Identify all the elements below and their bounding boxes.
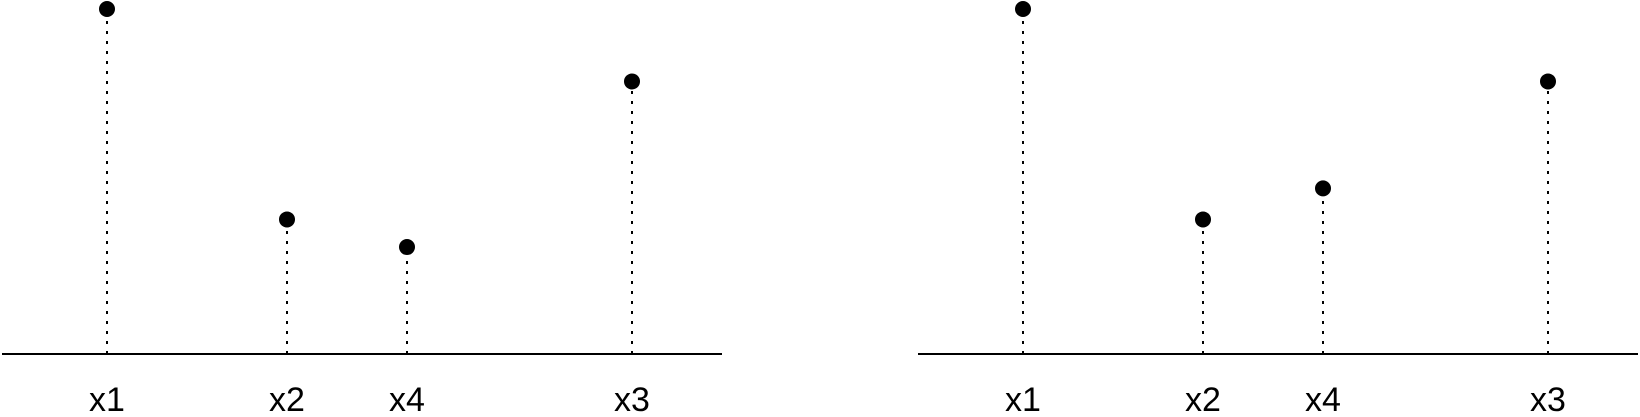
- label-x2: x2: [1185, 381, 1221, 417]
- point-x1: [99, 1, 115, 17]
- label-x3: x3: [1530, 381, 1566, 417]
- point-x4: [399, 239, 415, 256]
- label-x4: x4: [389, 381, 425, 417]
- label-x1: x1: [1005, 381, 1041, 417]
- panel-left: x1 x2 x4 x3: [2, 1, 722, 417]
- label-x3: x3: [614, 381, 650, 417]
- point-x4: [1315, 180, 1331, 197]
- label-x4: x4: [1305, 381, 1341, 417]
- label-x1: x1: [89, 381, 125, 417]
- label-x2: x2: [269, 381, 305, 417]
- point-x3: [624, 73, 640, 90]
- point-x2: [1195, 211, 1211, 228]
- point-x2: [279, 211, 295, 228]
- point-x3: [1540, 73, 1556, 90]
- panel-right: x1 x2 x4 x3: [918, 1, 1638, 417]
- point-x1: [1015, 1, 1031, 17]
